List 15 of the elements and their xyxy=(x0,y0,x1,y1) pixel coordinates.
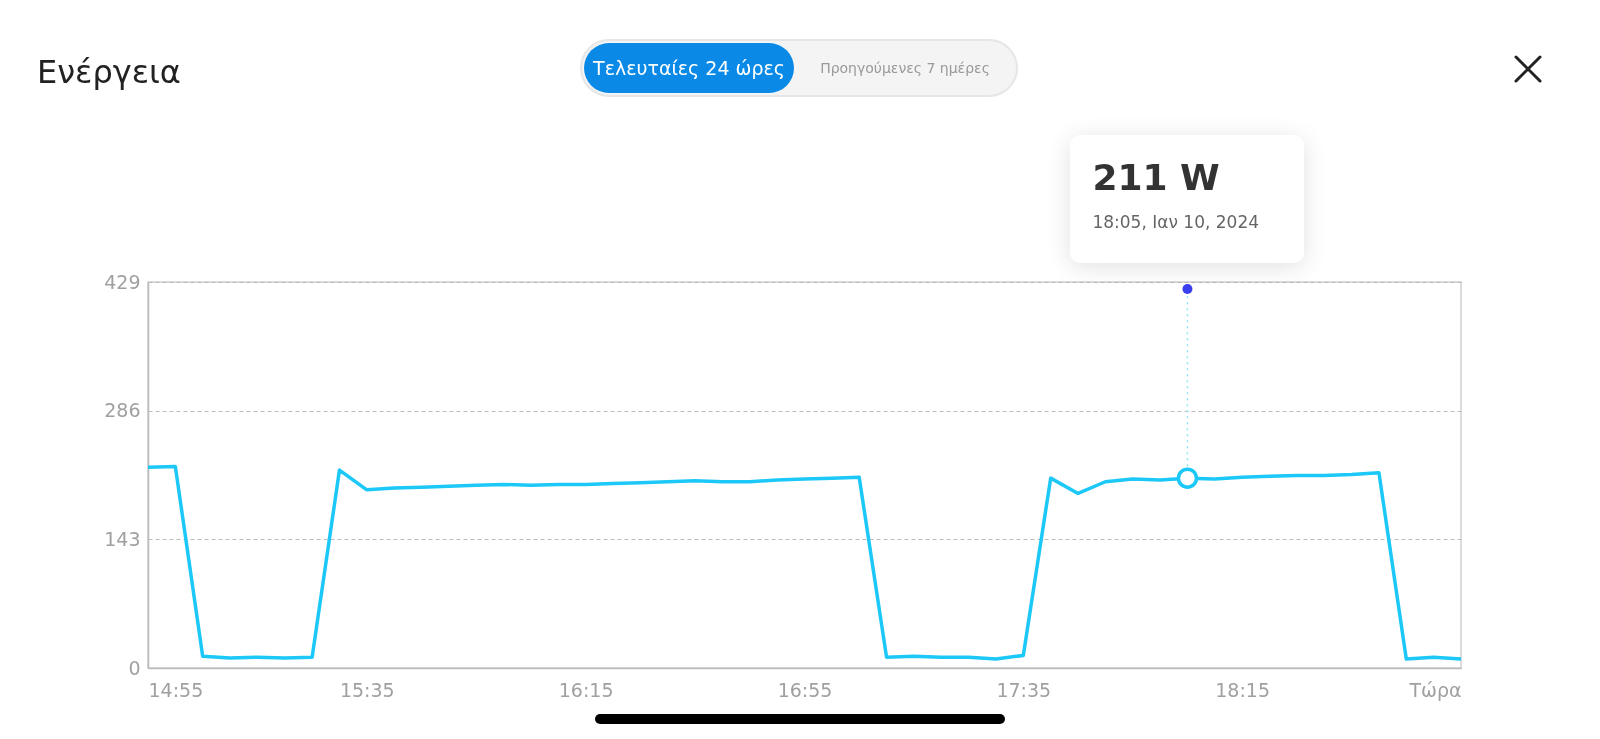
x-tick-label: 16:55 xyxy=(777,678,833,701)
line-series xyxy=(146,464,1463,661)
chart-title: Ενέργεια xyxy=(37,53,181,91)
x-tick-label: 17:35 xyxy=(996,678,1052,701)
y-tick-label: 429 xyxy=(104,270,141,293)
y-tick-label: 0 xyxy=(128,656,141,679)
period-toggle: Τελευταίες 24 ώρες Προηγούμενες 7 ημέρες xyxy=(580,39,1018,97)
y-tick-label: 143 xyxy=(104,527,141,550)
x-tick-label: 14:55 xyxy=(148,678,204,701)
x-tick-label: 16:15 xyxy=(558,678,614,701)
tooltip-card: 211 W 18:05, Ιαν 10, 2024 xyxy=(1070,135,1305,263)
y-tick-label: 286 xyxy=(104,399,141,422)
x-tick-label: 18:15 xyxy=(1215,678,1271,701)
x-tick-label: 15:35 xyxy=(339,678,395,701)
x-tick-label: Τώρα xyxy=(1408,678,1462,701)
